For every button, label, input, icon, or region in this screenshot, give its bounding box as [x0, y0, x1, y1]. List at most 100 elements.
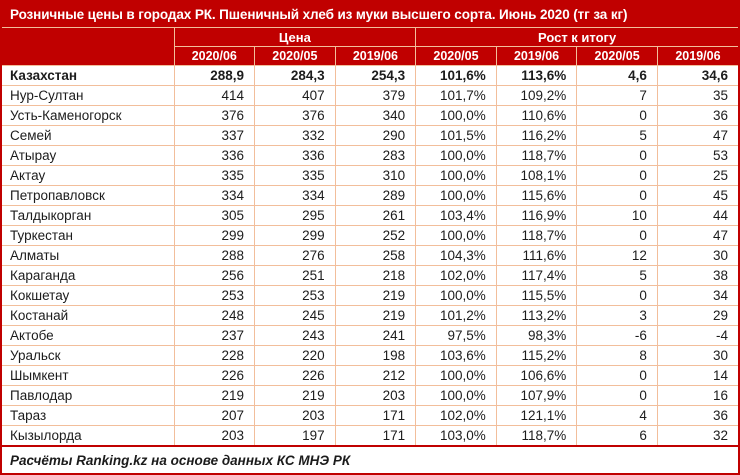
table-row: Павлодар 219 219 203 100,0% 107,9% 0 16: [2, 385, 738, 407]
value-cell: 340: [334, 105, 417, 127]
table-row: Актау 335 335 310 100,0% 108,1% 0 25: [2, 165, 738, 187]
value-cell: 117,4%: [495, 265, 578, 287]
value-cell: 104,3%: [415, 245, 497, 267]
row-label: Атырау: [2, 145, 175, 167]
value-cell: 107,9%: [495, 385, 578, 407]
value-cell: 14: [656, 365, 738, 387]
value-cell: 116,2%: [495, 125, 578, 147]
value-cell: 0: [576, 165, 658, 187]
value-cell: 289: [334, 185, 417, 207]
value-cell: 212: [334, 365, 417, 387]
value-cell: 115,6%: [495, 185, 578, 207]
value-cell: 53: [656, 145, 738, 167]
value-cell: 253: [173, 285, 256, 307]
table-row: Туркестан 299 299 252 100,0% 118,7% 0 47: [2, 225, 738, 247]
value-cell: 336: [254, 145, 336, 167]
value-cell: 254,3: [334, 64, 417, 87]
value-cell: 6: [576, 425, 658, 447]
table-row: Атырау 336 336 283 100,0% 118,7% 0 53: [2, 145, 738, 167]
value-cell: 100,0%: [415, 365, 497, 387]
value-cell: 16: [656, 385, 738, 407]
value-cell: 290: [334, 125, 417, 147]
value-cell: 253: [254, 285, 336, 307]
value-cell: 336: [173, 145, 256, 167]
value-cell: 203: [254, 405, 336, 427]
row-label: Петропавловск: [2, 185, 175, 207]
table-row: Талдыкорган 305 295 261 103,4% 116,9% 10 44: [2, 205, 738, 227]
value-cell: 106,6%: [495, 365, 578, 387]
value-cell: 4,6: [576, 64, 658, 87]
value-cell: 101,2%: [415, 305, 497, 327]
value-cell: 100,0%: [415, 105, 497, 127]
value-cell: 100,0%: [415, 185, 497, 207]
value-cell: 36: [656, 105, 738, 127]
column-header: 2020/06: [173, 46, 256, 66]
row-label: Караганда: [2, 265, 175, 287]
value-cell: 226: [173, 365, 256, 387]
value-cell: 241: [334, 325, 417, 347]
table-row: Тараз 207 203 171 102,0% 121,1% 4 36: [2, 405, 738, 427]
value-cell: 36: [656, 405, 738, 427]
value-cell: 4: [576, 405, 658, 427]
value-cell: 100,0%: [415, 165, 497, 187]
value-cell: 284,3: [254, 64, 336, 87]
row-label: Туркестан: [2, 225, 175, 247]
table-title: Розничные цены в городах РК. Пшеничный х…: [2, 2, 738, 28]
value-cell: 110,6%: [495, 105, 578, 127]
value-cell: 102,0%: [415, 265, 497, 287]
value-cell: 102,0%: [415, 405, 497, 427]
column-header: 2019/06: [656, 46, 738, 66]
row-label: Кокшетау: [2, 285, 175, 307]
value-cell: 115,2%: [495, 345, 578, 367]
value-cell: 47: [656, 125, 738, 147]
value-cell: 203: [173, 425, 256, 447]
value-cell: 248: [173, 305, 256, 327]
value-cell: 29: [656, 305, 738, 327]
value-cell: 100,0%: [415, 225, 497, 247]
value-cell: 101,5%: [415, 125, 497, 147]
value-cell: 103,4%: [415, 205, 497, 227]
row-label: Уральск: [2, 345, 175, 367]
value-cell: 243: [254, 325, 336, 347]
row-label: Костанай: [2, 305, 175, 327]
value-cell: 116,9%: [495, 205, 578, 227]
value-cell: 0: [576, 145, 658, 167]
value-cell: 118,7%: [495, 225, 578, 247]
table-row: Кызылорда 203 197 171 103,0% 118,7% 6 32: [2, 425, 738, 447]
value-cell: 100,0%: [415, 145, 497, 167]
value-cell: 219: [254, 385, 336, 407]
value-cell: 45: [656, 185, 738, 207]
source-note: Расчёты Ranking.kz на основе данных КС М…: [2, 445, 738, 473]
value-cell: 299: [254, 225, 336, 247]
value-cell: 0: [576, 365, 658, 387]
value-cell: 0: [576, 385, 658, 407]
value-cell: 276: [254, 245, 336, 267]
value-cell: 171: [334, 425, 417, 447]
value-cell: 261: [334, 205, 417, 227]
table-row: Усть-Каменогорск 376 376 340 100,0% 110,6% 0 36: [2, 105, 738, 127]
column-header: 2019/06: [334, 46, 417, 66]
row-label: Павлодар: [2, 385, 175, 407]
row-label: Семей: [2, 125, 175, 147]
row-label: Талдыкорган: [2, 205, 175, 227]
row-label: Актау: [2, 165, 175, 187]
column-header: 2019/06: [495, 46, 578, 66]
value-cell: 334: [173, 185, 256, 207]
value-cell: 0: [576, 285, 658, 307]
value-cell: 288: [173, 245, 256, 267]
column-group-header: Рост к итогу: [415, 27, 738, 47]
value-cell: 0: [576, 225, 658, 247]
row-label: Тараз: [2, 405, 175, 427]
value-cell: 113,6%: [495, 64, 578, 87]
value-cell: 98,3%: [495, 325, 578, 347]
value-cell: 103,6%: [415, 345, 497, 367]
value-cell: 0: [576, 105, 658, 127]
value-cell: 115,5%: [495, 285, 578, 307]
value-cell: 111,6%: [495, 245, 578, 267]
table-row: Петропавловск 334 334 289 100,0% 115,6% 0 45: [2, 185, 738, 207]
table-row: Казахстан 288,9 284,3 254,3 101,6% 113,6% 4,6 3…: [2, 64, 738, 87]
value-cell: 197: [254, 425, 336, 447]
value-cell: 332: [254, 125, 336, 147]
